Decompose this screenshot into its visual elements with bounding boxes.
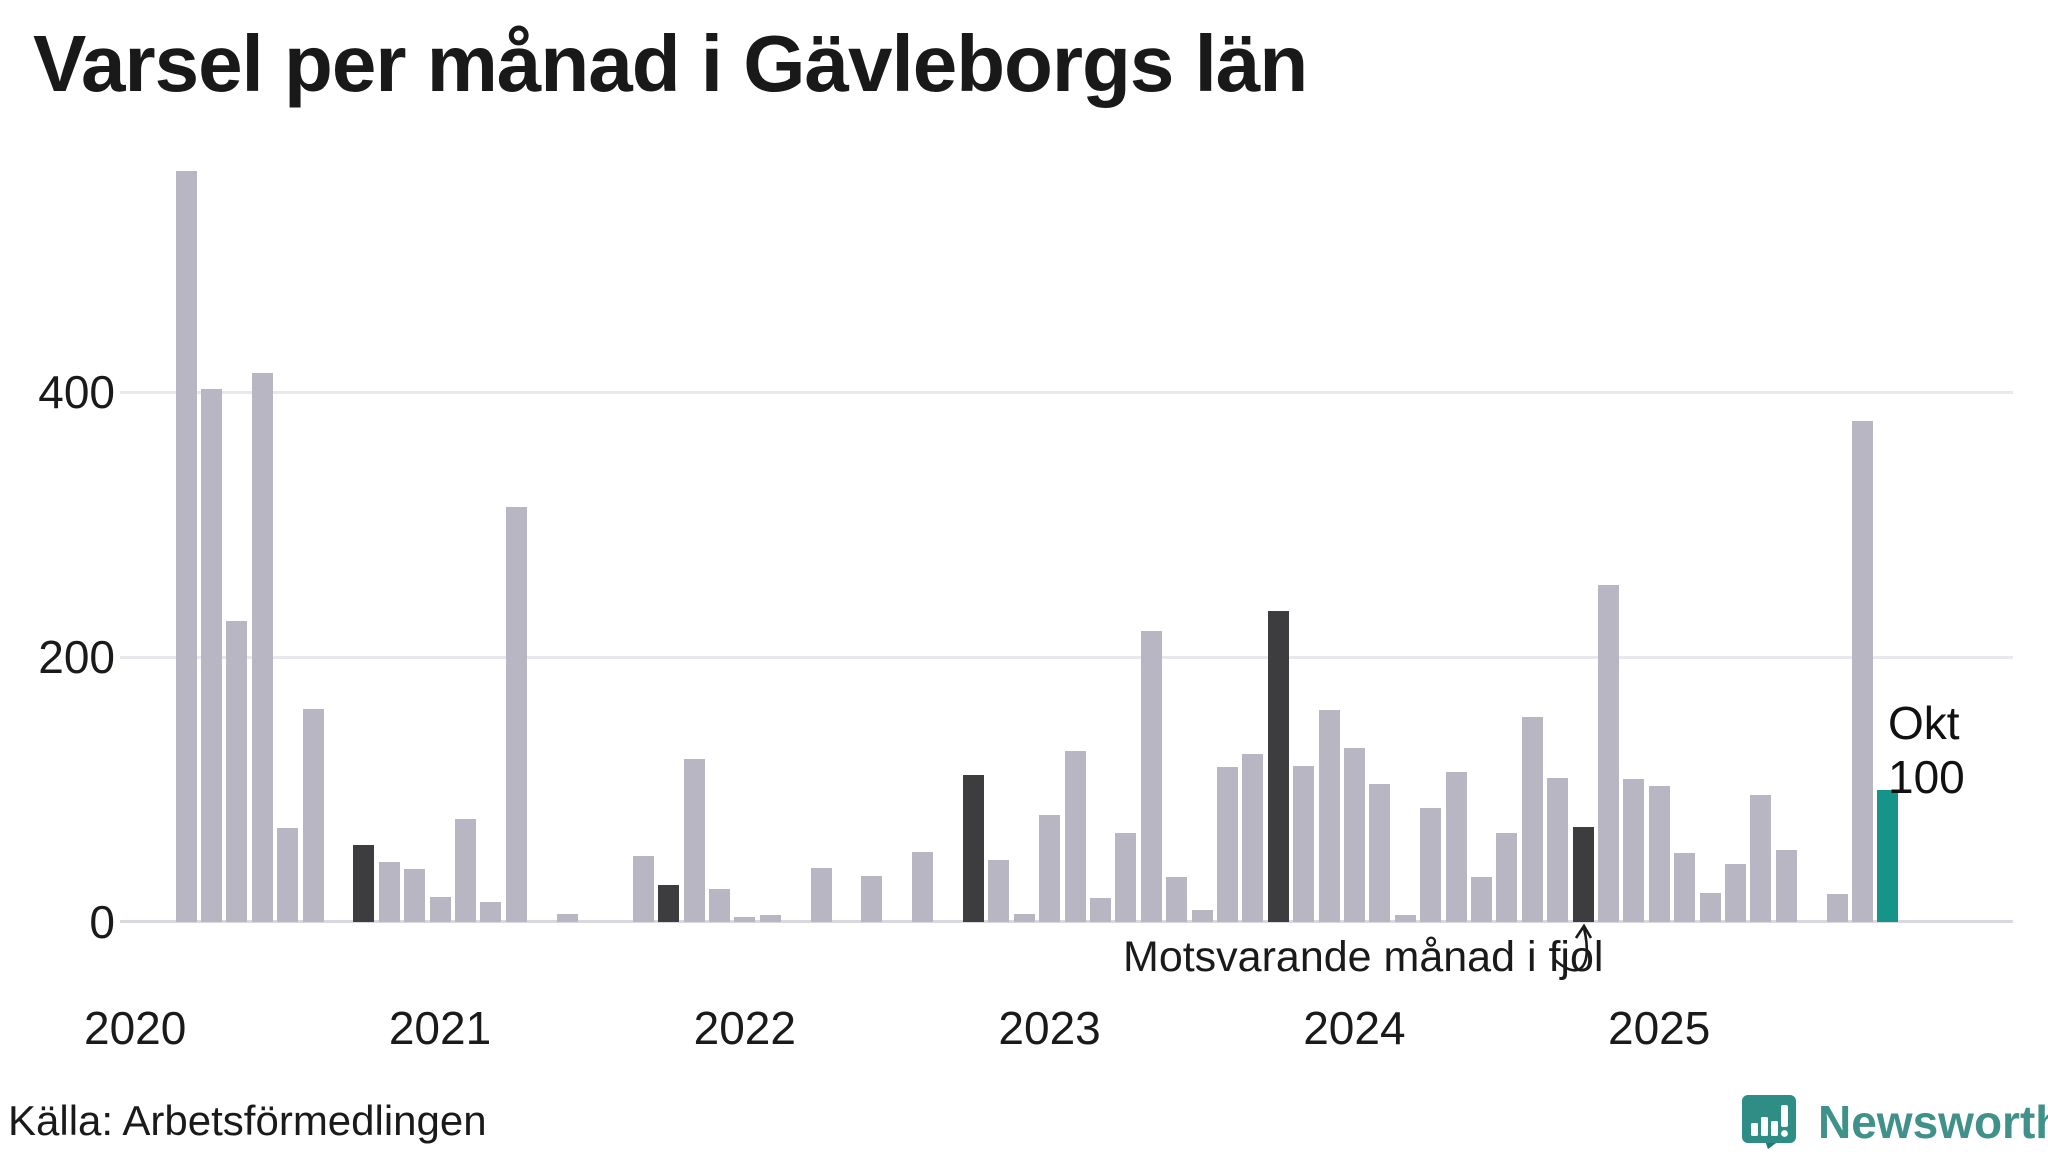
y-axis-tick-0: 0 — [89, 896, 115, 948]
bar-2021-11 — [683, 759, 705, 922]
bar-2022-10 — [962, 774, 984, 922]
bar-2023-12 — [1318, 710, 1340, 922]
x-axis-year-2020: 2020 — [84, 1002, 187, 1054]
x-axis-year-2023: 2023 — [998, 1002, 1101, 1054]
bar-2025-05 — [1750, 794, 1772, 922]
bar-2021-10 — [658, 884, 680, 922]
bar-2025-03 — [1699, 892, 1721, 922]
bar-2023-03 — [1089, 898, 1111, 922]
newsworthy-logo-text: Newsworthy — [1818, 1096, 2048, 1148]
gridline-400 — [120, 391, 2013, 394]
newsworthy-logo-icon — [1742, 1095, 1796, 1149]
bar-2024-03 — [1394, 915, 1416, 922]
x-axis-year-2022: 2022 — [693, 1002, 796, 1054]
bar-2024-07 — [1496, 833, 1518, 922]
bar-2025-10 — [1877, 789, 1899, 922]
bar-2020-07 — [277, 827, 299, 922]
bar-2023-11 — [1293, 765, 1315, 922]
annotation-same-month-last-year: Motsvarande månad i fjol — [1123, 933, 1604, 981]
bar-2021-02 — [454, 818, 476, 922]
bar-2021-12 — [708, 888, 730, 922]
source-note: Källa: Arbetsförmedlingen — [8, 1097, 487, 1144]
bar-2025-09 — [1851, 421, 1873, 922]
bar-2023-04 — [1115, 833, 1137, 922]
bar-2023-01 — [1039, 814, 1061, 922]
bar-2024-01 — [1343, 748, 1365, 922]
bar-2024-06 — [1470, 876, 1492, 922]
bar-2022-02 — [759, 915, 781, 922]
bar-2021-03 — [480, 902, 502, 922]
bar-2020-03 — [175, 170, 197, 922]
bar-2021-09 — [632, 855, 654, 922]
bar-2024-11 — [1597, 585, 1619, 922]
bar-2024-02 — [1369, 784, 1391, 922]
bar-2021-01 — [429, 896, 451, 922]
bar-2020-05 — [226, 621, 248, 922]
bar-2022-04 — [810, 867, 832, 922]
bar-2023-09 — [1242, 753, 1264, 922]
page-title: Varsel per månad i Gävleborgs län — [33, 19, 1308, 108]
bar-2025-06 — [1775, 850, 1797, 922]
y-axis-tick-200: 200 — [38, 631, 115, 683]
bar-2025-02 — [1674, 853, 1696, 922]
bar-2020-04 — [200, 389, 222, 922]
bar-2024-08 — [1521, 716, 1543, 922]
bar-2023-08 — [1216, 766, 1238, 922]
bar-2023-10 — [1267, 610, 1289, 922]
y-axis-tick-400: 400 — [38, 366, 115, 418]
bar-2024-05 — [1445, 772, 1467, 922]
bar-2021-04 — [505, 507, 527, 922]
bar-2022-12 — [1013, 914, 1035, 922]
x-axis-year-2025: 2025 — [1608, 1002, 1711, 1054]
bar-2024-04 — [1420, 808, 1442, 922]
bar-2025-08 — [1826, 894, 1848, 922]
bar-2022-01 — [734, 916, 756, 922]
bar-2025-04 — [1724, 863, 1746, 922]
newsworthy-logo: Newsworthy — [1742, 1094, 2048, 1150]
bar-2022-06 — [861, 875, 883, 922]
bar-2023-07 — [1191, 910, 1213, 922]
bar-2020-12 — [404, 869, 426, 922]
current-month-name: Okt — [1888, 697, 1960, 749]
annotation-arrow-icon — [1552, 923, 1593, 972]
bar-2020-08 — [302, 708, 324, 922]
bar-2023-02 — [1064, 751, 1086, 922]
bar-2023-05 — [1140, 630, 1162, 922]
bar-2024-10 — [1572, 826, 1594, 922]
x-axis-year-2024: 2024 — [1303, 1002, 1406, 1054]
x-axis-year-2021: 2021 — [388, 1002, 492, 1054]
bar-2024-09 — [1547, 777, 1569, 922]
bar-2020-06 — [251, 373, 273, 922]
bar-2024-12 — [1623, 778, 1645, 922]
bar-2025-01 — [1648, 785, 1670, 922]
bar-2020-11 — [378, 862, 400, 922]
bar-2022-11 — [988, 859, 1010, 922]
bar-2023-06 — [1166, 876, 1188, 922]
bar-2020-10 — [353, 845, 375, 922]
bar-2021-06 — [556, 914, 578, 922]
current-month-label: Okt 100 — [1888, 696, 1965, 805]
current-month-value: 100 — [1888, 751, 1965, 804]
gridline-200 — [120, 656, 2013, 659]
bar-2022-08 — [912, 851, 934, 922]
